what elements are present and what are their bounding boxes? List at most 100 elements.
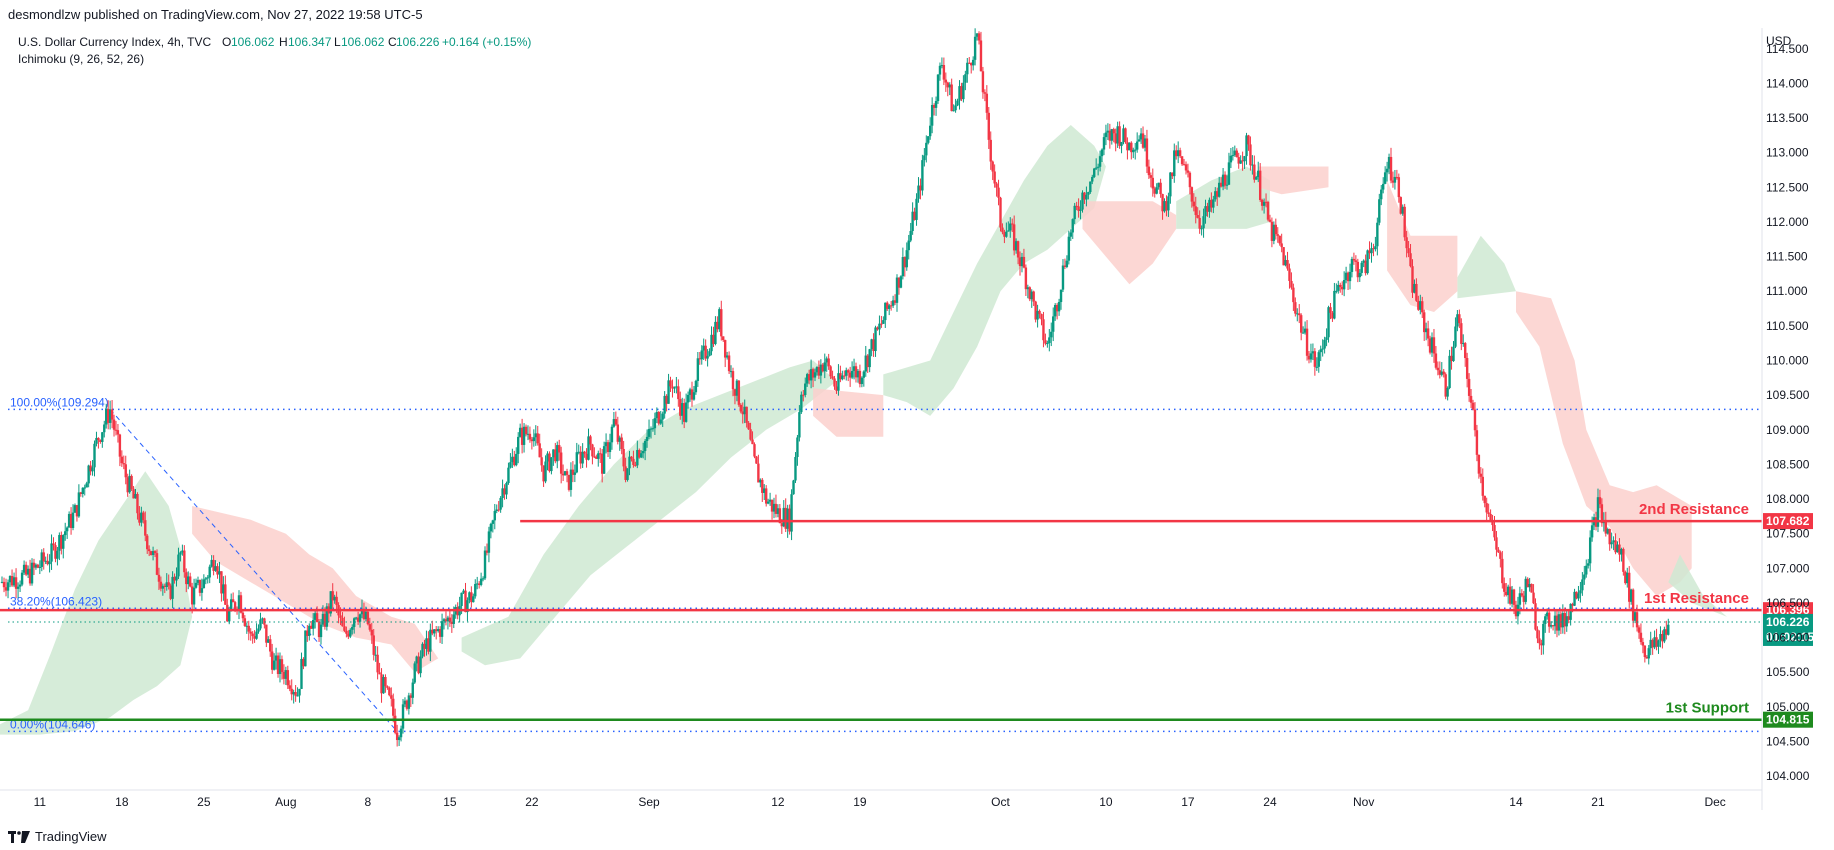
candle [684,393,688,423]
candle [1098,150,1102,172]
candle [470,586,473,608]
axes: 104.000 104.500 105.000 105.500 106.000 106.5… [34,42,1810,809]
candle [1260,198,1264,211]
x-tick-label: Nov [1353,795,1374,809]
candle [591,443,594,465]
candle [1229,147,1233,169]
x-tick-label: 24 [1263,795,1277,809]
candle [532,429,536,447]
candle [563,470,567,476]
candle [868,348,871,373]
x-tick-label: Sep [638,795,660,809]
candle [1483,495,1486,508]
candle [628,450,631,476]
candle [1311,343,1315,361]
candle [147,545,151,557]
candle [1280,233,1283,253]
candle [354,616,358,620]
candle [1157,182,1160,190]
candle [1202,208,1205,238]
candle [394,708,397,735]
candle [194,578,198,589]
candle [1368,241,1371,259]
candle [1173,143,1176,183]
candle [69,507,73,535]
candle [772,497,776,519]
candle [1034,300,1037,323]
candle [1176,141,1180,164]
candle [735,379,739,402]
candle [741,402,744,424]
candle [905,242,908,271]
y-tick-label: 105.500 [1766,665,1810,679]
candle [495,504,498,514]
candle [1409,243,1412,268]
candle [183,545,186,578]
candle [784,498,787,533]
candle [610,424,614,450]
candle [1032,290,1035,307]
candle [1503,577,1506,597]
candle [1208,197,1211,218]
candle [1292,283,1295,311]
candle [1544,613,1547,633]
candle [1477,454,1481,479]
candle [692,386,696,401]
candle [216,563,219,579]
candle [1120,141,1123,154]
footer-brand-text: TradingView [35,829,107,844]
candle [554,442,557,464]
candle [1190,186,1194,208]
candle [841,370,844,381]
candle [663,391,666,419]
candle [313,610,317,629]
candle [1132,147,1135,159]
candle [796,434,799,466]
candle [1200,225,1203,236]
candle [1389,147,1393,184]
candle [22,560,26,575]
candle [1419,294,1422,315]
candle [257,624,260,634]
candle [493,503,496,530]
candle [927,136,930,145]
candle [1481,468,1484,501]
candle [120,450,124,467]
candle [1612,536,1615,551]
candle [1065,255,1069,269]
candle [614,411,618,426]
candle [1432,328,1436,363]
candle [1395,169,1399,180]
y-tick-label: 104.000 [1766,769,1810,783]
candle [1333,282,1336,320]
candle [1282,247,1285,266]
candle [62,534,65,559]
candle [1069,229,1072,241]
candle [450,614,454,633]
candle [518,423,522,438]
candle [667,373,670,404]
candle [1178,147,1182,159]
candle [42,548,45,570]
candle [1180,156,1184,166]
candle [1374,236,1377,252]
candle [497,501,500,512]
candle [1085,186,1088,207]
candle [368,617,372,632]
candle [1024,264,1028,296]
candle [1196,207,1199,219]
candle [427,631,430,655]
candle [1366,249,1369,275]
candle [1274,218,1278,240]
candle [1327,305,1330,343]
candle [462,588,465,595]
candle [1460,318,1463,351]
candle [1438,361,1442,379]
candle [4,578,8,597]
candle [989,131,992,170]
candle [190,582,194,614]
candle [1436,361,1440,376]
candle [581,443,584,469]
candle [942,57,946,86]
